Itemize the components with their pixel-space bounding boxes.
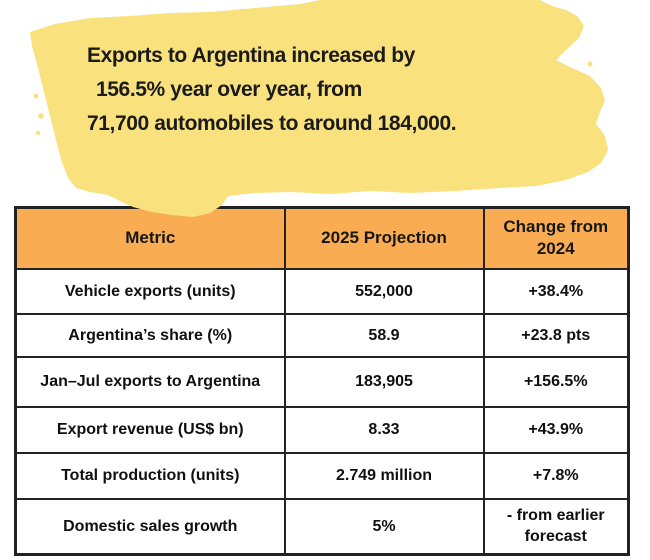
headline-line-3: 71,700 automobiles to around 184,000. [87, 112, 457, 135]
paint-speck [38, 113, 44, 119]
metric-cell: Vehicle exports (units) [14, 267, 286, 315]
change-cell: +43.9% [482, 405, 630, 454]
headline-line-2: 156.5% year over year, from [96, 78, 362, 101]
metrics-table: Metric 2025 Projection Change from 2024 … [14, 206, 630, 556]
column-header-metric: Metric [14, 206, 286, 270]
paint-speck [35, 130, 41, 136]
projection-cell: 552,000 [283, 267, 485, 315]
table-header-row: Metric 2025 Projection Change from 2024 [14, 206, 630, 270]
paint-speck [587, 61, 593, 67]
brush-stroke-highlight [30, 0, 608, 217]
brush-stroke-shape [30, 0, 608, 217]
metric-cell: Argentina’s share (%) [14, 312, 286, 358]
projection-cell: 2.749 million [283, 451, 485, 500]
paint-speck [33, 93, 39, 99]
projection-cell: 5% [283, 497, 485, 556]
table-row-vehicle-exports: Vehicle exports (units) 552,000 +38.4% [14, 267, 630, 315]
projection-cell: 183,905 [283, 355, 485, 408]
table-row-export-revenue: Export revenue (US$ bn) 8.33 +43.9% [14, 405, 630, 454]
table-row-argentina-share: Argentina’s share (%) 58.9 +23.8 pts [14, 312, 630, 358]
metric-cell: Jan–Jul exports to Argentina [14, 355, 286, 408]
headline: Exports to Argentina increased by 156.5%… [87, 39, 457, 141]
projection-cell: 58.9 [283, 312, 485, 358]
table-row-domestic-sales: Domestic sales growth 5% - from earlier … [14, 497, 630, 556]
projection-cell: 8.33 [283, 405, 485, 454]
column-header-change: Change from 2024 [482, 206, 630, 270]
table-row-janjul-exports: Jan–Jul exports to Argentina 183,905 +15… [14, 355, 630, 408]
change-cell: - from earlier forecast [482, 497, 630, 556]
change-cell: +156.5% [482, 355, 630, 408]
change-cell: +23.8 pts [482, 312, 630, 358]
column-header-projection: 2025 Projection [283, 206, 485, 270]
metric-cell: Export revenue (US$ bn) [14, 405, 286, 454]
table-row-total-production: Total production (units) 2.749 million +… [14, 451, 630, 500]
metric-cell: Domestic sales growth [14, 497, 286, 556]
change-cell: +38.4% [482, 267, 630, 315]
headline-line-1: Exports to Argentina increased by [87, 44, 415, 67]
change-cell: +7.8% [482, 451, 630, 500]
metric-cell: Total production (units) [14, 451, 286, 500]
